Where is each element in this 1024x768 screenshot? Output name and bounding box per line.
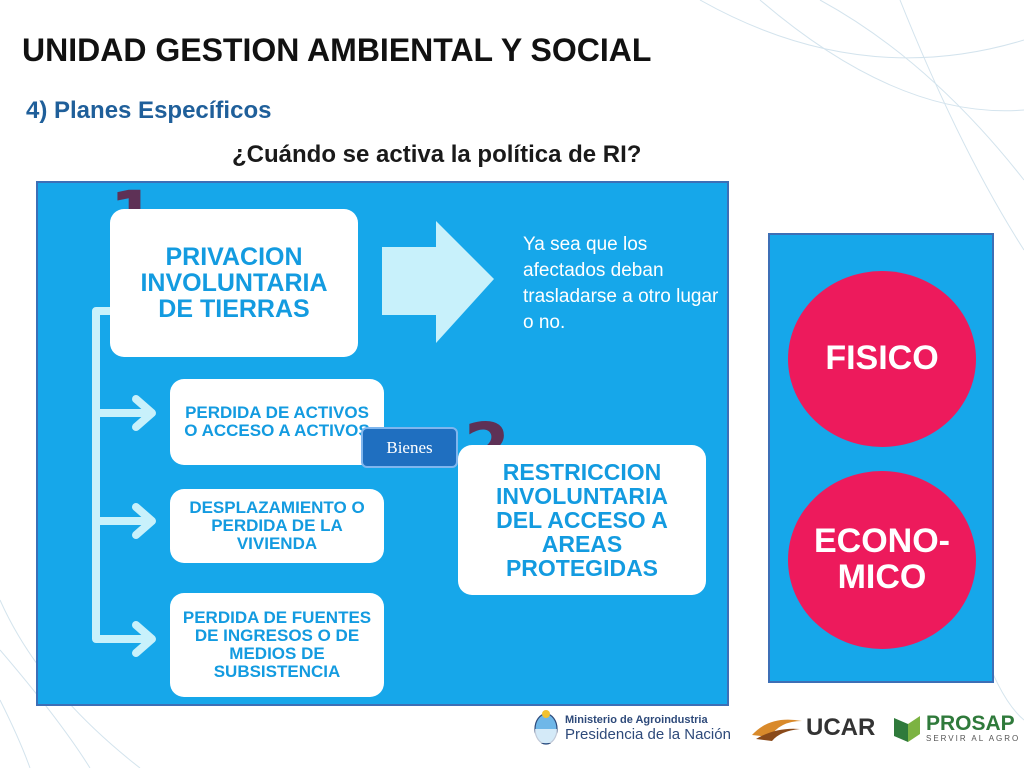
- page-title: UNIDAD GESTION AMBIENTAL Y SOCIAL: [22, 32, 652, 68]
- section-subtitle: 4) Planes Específicos: [26, 97, 272, 124]
- bienes-badge: Bienes: [361, 427, 458, 468]
- ucar-swoosh-icon: [752, 719, 802, 741]
- ministry-logo: Ministerio de Agroindustria Presidencia …: [533, 708, 731, 748]
- diagram-arrows: [92, 221, 494, 657]
- question-heading: ¿Cuándo se activa la política de RI?: [232, 141, 642, 168]
- circle-economico: ECONO-MICO: [788, 471, 976, 649]
- box-privacion-tierras: PRIVACION INVOLUNTARIA DE TIERRAS: [110, 209, 358, 357]
- box-perdida-activos: PERDIDA DE ACTIVOS O ACCESO A ACTIVOS: [170, 379, 384, 465]
- prosap-wordmark: PROSAP: [926, 712, 1015, 735]
- presidency-name: Presidencia de la Nación: [565, 725, 731, 743]
- prosap-tagline: SERVIR AL AGRO: [926, 734, 1021, 743]
- ucar-wordmark: UCAR: [806, 714, 876, 741]
- prosap-logo: PROSAP SERVIR AL AGRO: [892, 708, 1020, 748]
- diagram-panel: 1 2 PRIVACION INVOLUNTARIA DE TIERRAS PE…: [36, 177, 729, 706]
- box-desplazamiento-vivienda: DESPLAZAMIENTO O PERDIDA DE LA VIVIENDA: [170, 489, 384, 563]
- shield-icon: [534, 710, 558, 745]
- ministry-name: Ministerio de Agroindustria: [565, 713, 708, 726]
- big-arrow-right: [382, 221, 494, 343]
- circle-fisico: FISICO: [788, 271, 976, 447]
- box-perdida-ingresos: PERDIDA DE FUENTES DE INGRESOS O DE MEDI…: [170, 593, 384, 697]
- box-restriccion-areas: RESTRICCION INVOLUNTARIA DEL ACCESO A AR…: [458, 445, 706, 595]
- note-text: Ya sea que los afectados deban trasladar…: [523, 234, 719, 334]
- side-panel: FISICO ECONO-MICO: [768, 233, 994, 683]
- connector-lines: [92, 307, 156, 657]
- prosap-leaf-icon: [894, 716, 920, 742]
- ucar-logo: UCAR: [750, 710, 875, 746]
